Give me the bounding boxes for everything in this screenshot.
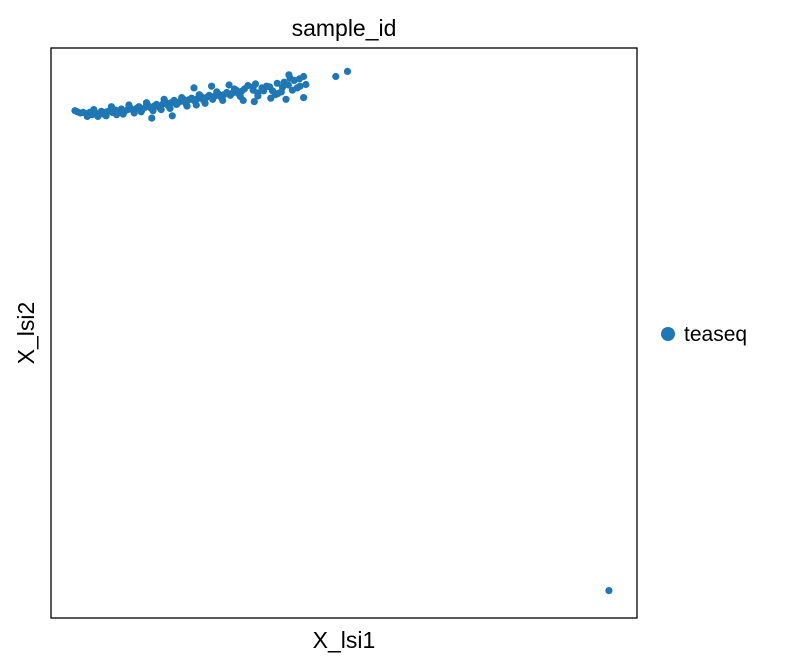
scatter-point [94,112,102,120]
scatter-point [102,112,110,120]
scatter-point [225,81,233,89]
scatter-point [296,82,304,90]
scatter-point [302,80,310,89]
scatter-point [251,80,260,88]
scatter-point [254,92,262,100]
scatter-point [148,114,156,122]
scatter-point [142,99,151,107]
scatter-points [71,67,613,595]
scatter-point [90,106,98,114]
scatter-point [125,101,133,109]
legend-marker [661,327,675,341]
scatter-point [157,106,165,114]
scatter-point [282,95,290,103]
plot-frame [50,47,638,619]
legend-label-teaseq: teaseq [684,323,747,346]
scatter-point [300,94,308,102]
x-axis-label: X_lsi1 [313,627,376,653]
y-axis-label: X_lsi2 [13,302,39,365]
scatter-point [149,107,157,115]
scatter-point [113,111,121,119]
scatter-point [130,109,138,117]
scatter-point [192,101,200,109]
scatter-point [172,100,180,108]
scatter-point [190,84,198,92]
scatter-point [160,95,168,103]
scatter-point [250,98,258,106]
scatter-point [295,75,304,83]
scatter-point [273,79,281,87]
scatter-point [277,88,285,96]
scatter-point [343,67,352,75]
scatter-point [201,99,209,107]
scatter-point [271,91,279,99]
scatter-point [178,94,186,102]
scatter-point [332,72,340,81]
scatter-point [183,102,191,110]
scatter-point [166,104,174,112]
scatter-point [168,112,176,120]
scatter-point [83,112,91,120]
scatter-point [260,87,268,95]
scatter-point [107,103,115,111]
scatter-point [213,88,221,96]
scatter-point [119,110,127,118]
scatter-point [266,83,274,91]
scatter-point [230,85,238,93]
scatter-point [219,96,227,104]
scatter-point [137,108,145,116]
scatter-point [208,82,216,90]
scatter-point [285,71,293,79]
scatter-point [239,96,247,104]
scatter-point [195,91,203,99]
scatter-point [605,587,613,595]
chart-title: sample_id [292,15,397,41]
scatter-point [284,81,292,89]
legend: teaseq [661,323,747,346]
